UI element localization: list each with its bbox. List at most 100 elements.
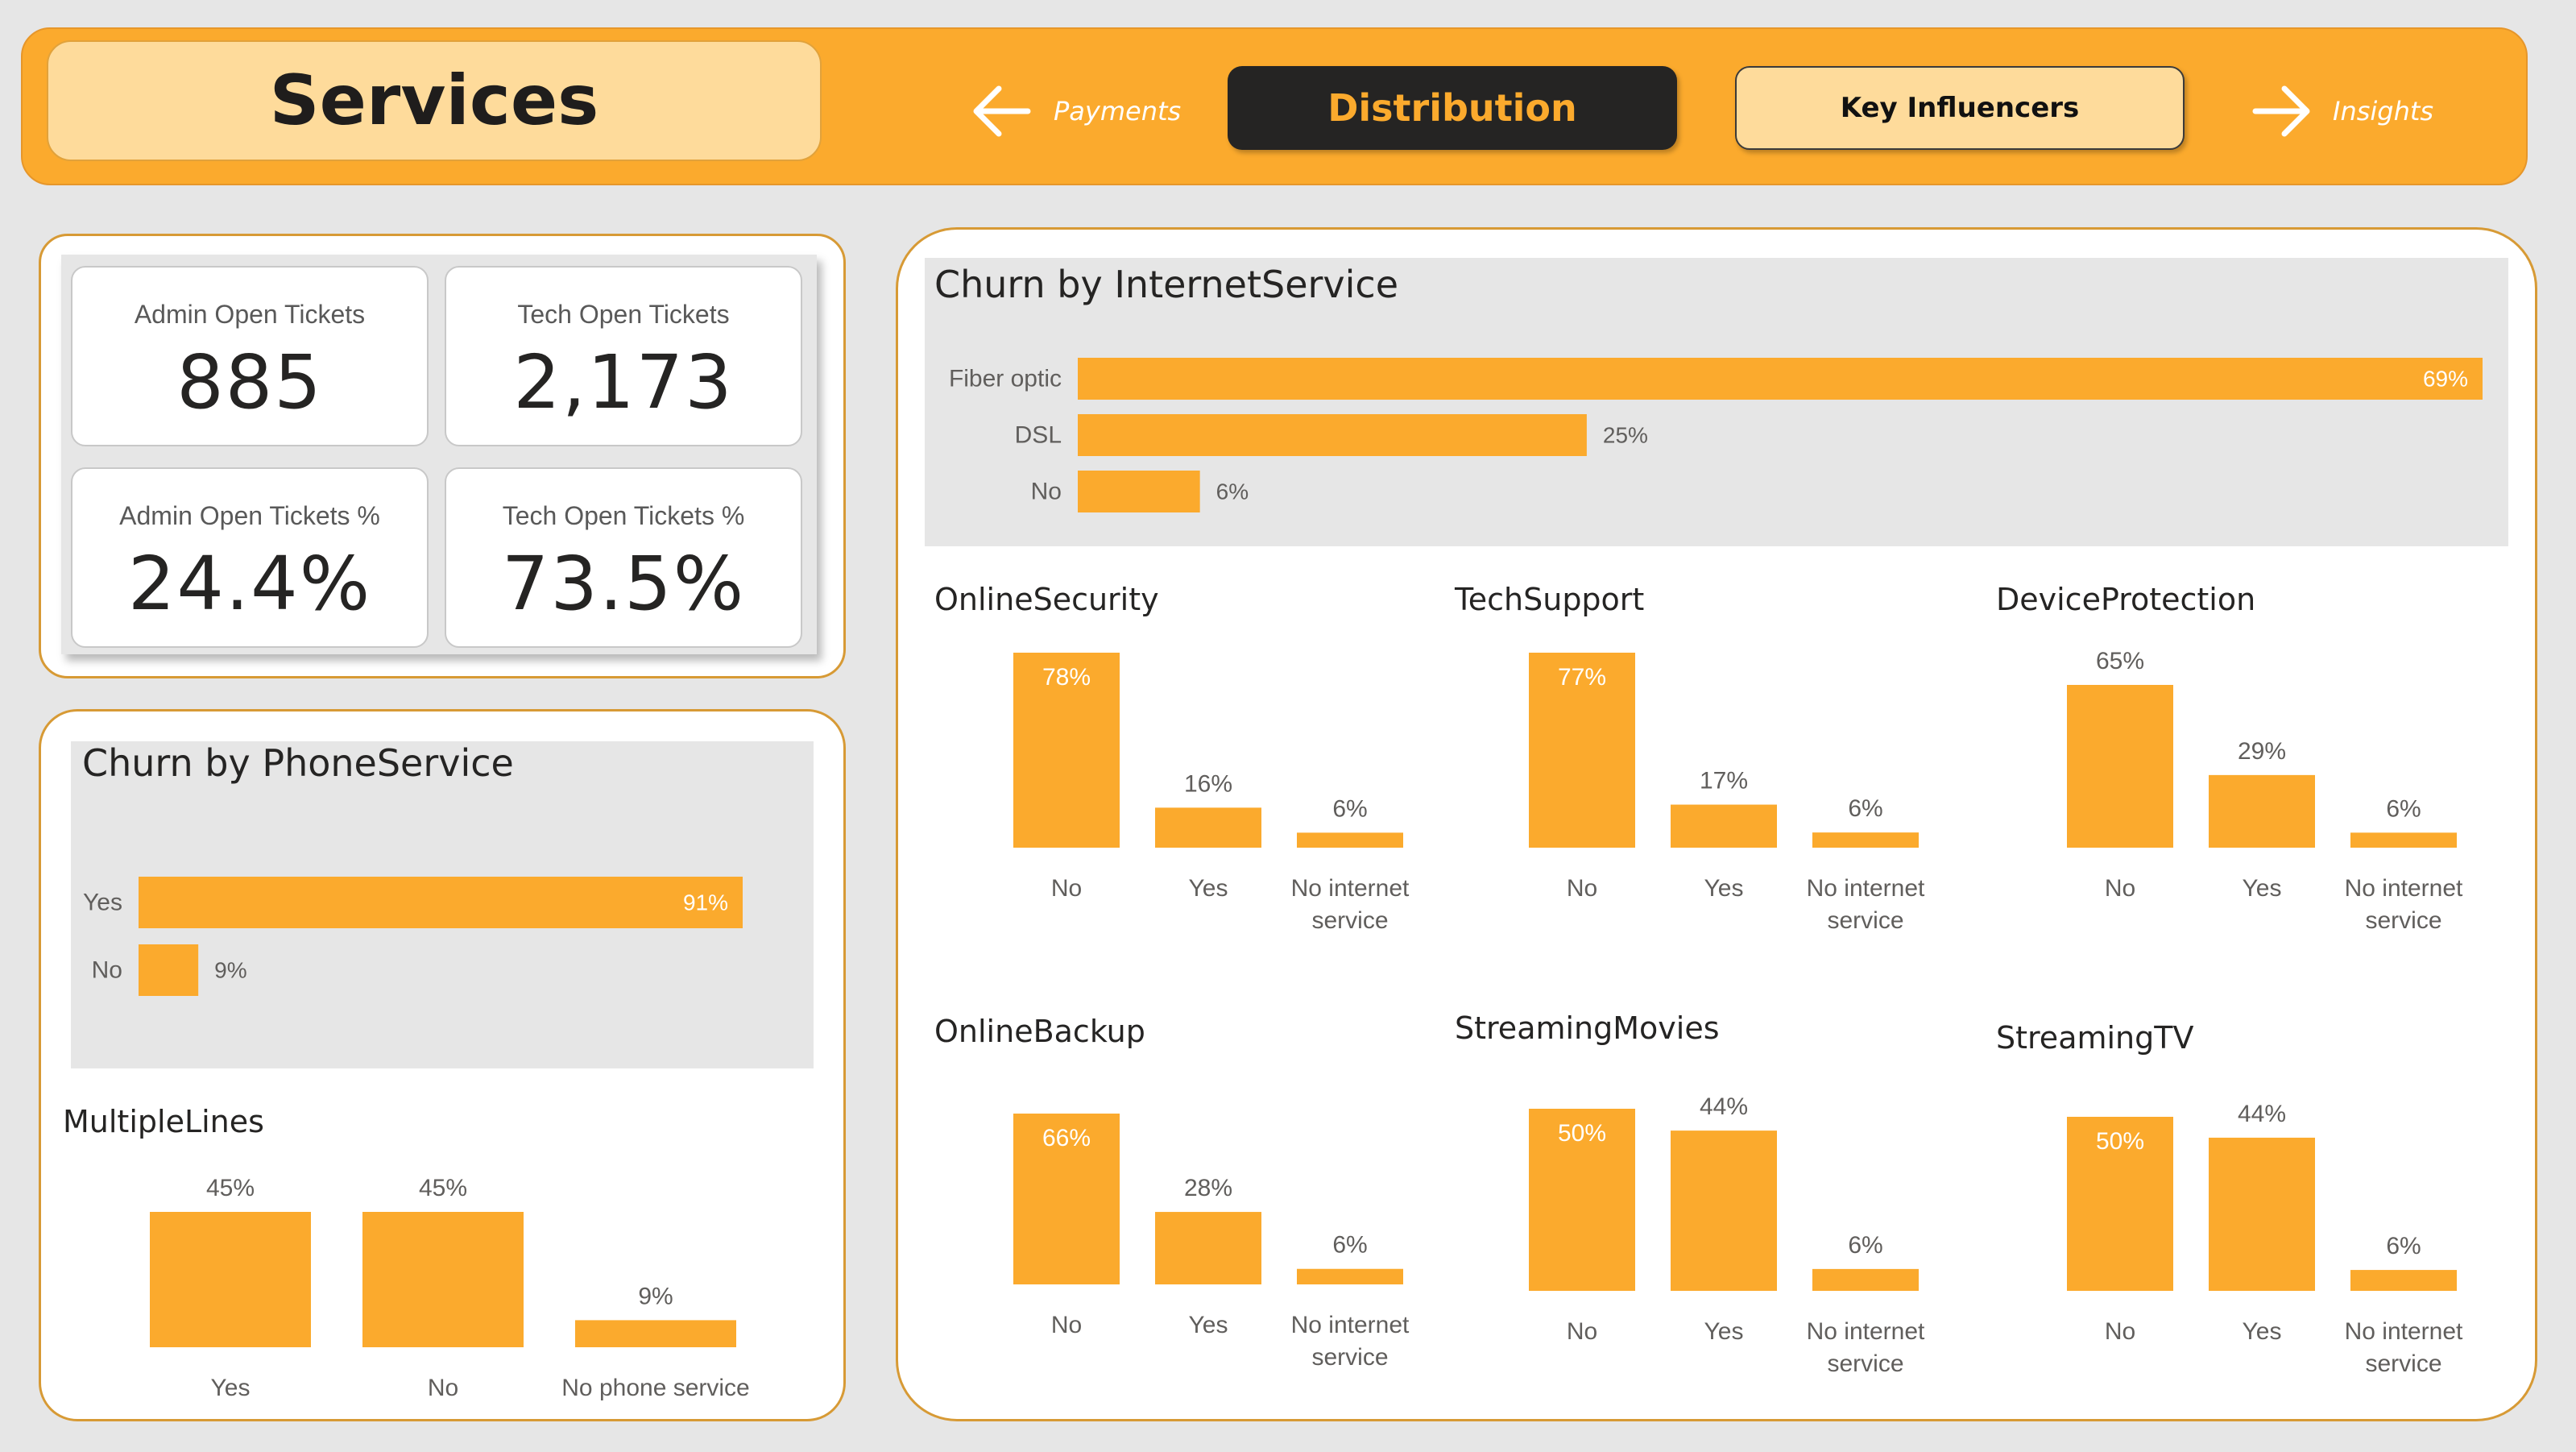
category-label-yes: Yes — [2243, 875, 2282, 902]
chart-title-phone-service: Churn by PhoneService — [82, 741, 514, 785]
bar-no-internet-service[interactable] — [1812, 832, 1919, 848]
data-label-yes: 45% — [206, 1175, 255, 1201]
data-label-no-internet-service: 6% — [1332, 795, 1367, 822]
bar-yes[interactable] — [1671, 1130, 1777, 1291]
bar-no-internet-service[interactable] — [1812, 1268, 1919, 1291]
chart-title-online-backup: OnlineBackup — [934, 1014, 1145, 1049]
bar-no[interactable] — [1529, 1109, 1635, 1291]
streaming-tv-bar-chart: 50% No 44% Yes 6% No internet service — [2067, 1101, 2463, 1377]
bar-dsl[interactable] — [1078, 414, 1587, 456]
data-label-no-internet-service: 6% — [1332, 1232, 1367, 1259]
category-label-no: No — [428, 1375, 458, 1401]
data-label-no: 50% — [2096, 1128, 2144, 1155]
category-label-no-internet-service: No internet — [2345, 875, 2463, 902]
internet-service-bar-chart: Fiber optic 69% DSL 25% No 6% — [949, 358, 2483, 512]
category-label-no: No — [1567, 875, 1597, 902]
bar-no-internet-service[interactable] — [2350, 832, 2457, 848]
data-label-yes: 28% — [1184, 1175, 1232, 1201]
category-label-no-internet-service: No internet — [1291, 875, 1410, 902]
data-label-no-internet-service: 6% — [1848, 795, 1882, 822]
category-label-dsl: DSL — [1015, 422, 1062, 449]
online-backup-bar-chart: 66% No 28% Yes 6% No internet service — [1013, 1114, 1410, 1371]
tab-distribution[interactable]: Distribution — [1228, 66, 1677, 150]
category-label-no-internet-service-line2: service — [2365, 1350, 2441, 1377]
bar-no[interactable] — [1013, 653, 1120, 848]
category-label-no-internet-service-line2: service — [1827, 1350, 1903, 1377]
category-label-no: No — [1031, 479, 1062, 505]
data-label-no: 77% — [1558, 664, 1606, 691]
category-label-yes: Yes — [211, 1375, 251, 1401]
bar-no-internet-service[interactable] — [2350, 1270, 2457, 1291]
category-label-no: No — [1567, 1318, 1597, 1345]
category-label-yes: Yes — [1704, 875, 1744, 902]
kpi-value: 73.5% — [501, 541, 746, 627]
data-label-yes: 91% — [683, 890, 728, 915]
category-label-no: No — [1051, 875, 1082, 902]
chart-title-online-security: OnlineSecurity — [934, 582, 1159, 617]
bar-no[interactable] — [362, 1212, 524, 1347]
chart-title-streaming-tv: StreamingTV — [1996, 1020, 2194, 1056]
data-label-no: 6% — [1216, 479, 1249, 504]
arrow-left-icon — [973, 85, 1031, 137]
data-label-yes: 44% — [1700, 1093, 1748, 1120]
tab-key-influencers[interactable]: Key Influencers — [1735, 66, 2185, 150]
bar-yes[interactable] — [1155, 807, 1261, 848]
category-label-yes: Yes — [1704, 1318, 1744, 1345]
data-label-no: 66% — [1042, 1125, 1091, 1151]
category-label-no: No — [2105, 1318, 2135, 1345]
data-label-dsl: 25% — [1603, 423, 1648, 448]
bar-no[interactable] — [139, 944, 199, 996]
kpi-label: Tech Open Tickets — [517, 300, 730, 329]
category-label-no-internet-service-line2: service — [1311, 907, 1388, 934]
chart-title-tech-support: TechSupport — [1455, 582, 1645, 617]
data-label-no: 65% — [2096, 648, 2144, 674]
data-label-no: 50% — [1558, 1120, 1606, 1147]
bar-no[interactable] — [2067, 1117, 2173, 1291]
data-label-no-phone-service: 9% — [638, 1283, 673, 1309]
nav-prev-payments[interactable]: Payments — [970, 79, 1181, 143]
kpi-value: 2,173 — [513, 339, 734, 425]
page-title: Services — [47, 40, 822, 161]
data-label-no: 45% — [419, 1175, 467, 1201]
chart-title-streaming-movies: StreamingMovies — [1455, 1010, 1720, 1046]
bar-yes[interactable] — [2209, 1137, 2315, 1291]
data-label-fiber-optic: 69% — [2423, 367, 2468, 392]
data-label-yes: 44% — [2238, 1101, 2286, 1127]
bar-yes[interactable] — [1155, 1212, 1261, 1284]
tech-support-bar-chart: 77% No 17% Yes 6% No internet service — [1529, 653, 1925, 934]
kpi-card-tech-open-tickets: Tech Open Tickets 2,173 — [445, 266, 802, 446]
kpi-label: Admin Open Tickets — [134, 300, 366, 329]
device-protection-bar-chart: 65% No 29% Yes 6% No internet service — [2067, 648, 2463, 934]
data-label-no-internet-service: 6% — [2386, 795, 2421, 822]
category-label-yes: Yes — [1189, 875, 1228, 902]
online-security-bar-chart: 78% No 16% Yes 6% No internet service — [1013, 653, 1410, 934]
bar-no[interactable] — [1078, 471, 1200, 512]
bar-no[interactable] — [2067, 685, 2173, 848]
kpi-card-admin-open-tickets-pct: Admin Open Tickets % 24.4% — [71, 467, 429, 648]
category-label-no: No — [92, 957, 122, 984]
chart-title-internet-service: Churn by InternetService — [934, 263, 1399, 306]
chart-title-multiple-lines: MultipleLines — [63, 1104, 264, 1139]
bar-no[interactable] — [1529, 653, 1635, 848]
bar-yes[interactable] — [2209, 774, 2315, 848]
category-label-fiber-optic: Fiber optic — [949, 366, 1062, 392]
bar-fiber-optic[interactable] — [1078, 358, 2483, 400]
nav-next-label: Insights — [2333, 96, 2434, 127]
bar-no-internet-service[interactable] — [1297, 832, 1403, 848]
category-label-no-phone-service: No phone service — [561, 1375, 749, 1401]
bar-yes[interactable] — [150, 1212, 311, 1347]
data-label-no: 78% — [1042, 664, 1091, 691]
phone-service-bar-chart: Yes 91% No 9% — [83, 877, 743, 996]
data-label-no-internet-service: 6% — [1848, 1232, 1882, 1259]
kpi-value: 24.4% — [127, 541, 372, 627]
nav-next-insights[interactable]: Insights — [2249, 79, 2433, 143]
category-label-no: No — [2105, 875, 2135, 902]
bar-yes[interactable] — [1671, 804, 1777, 848]
bar-no-internet-service[interactable] — [1297, 1268, 1403, 1284]
kpi-label: Admin Open Tickets % — [119, 501, 380, 530]
category-label-no-internet-service-line2: service — [2365, 907, 2441, 934]
bar-no[interactable] — [1013, 1114, 1120, 1284]
bar-yes[interactable] — [139, 877, 743, 928]
chart-title-device-protection: DeviceProtection — [1996, 582, 2256, 617]
bar-no-phone-service[interactable] — [575, 1320, 736, 1347]
